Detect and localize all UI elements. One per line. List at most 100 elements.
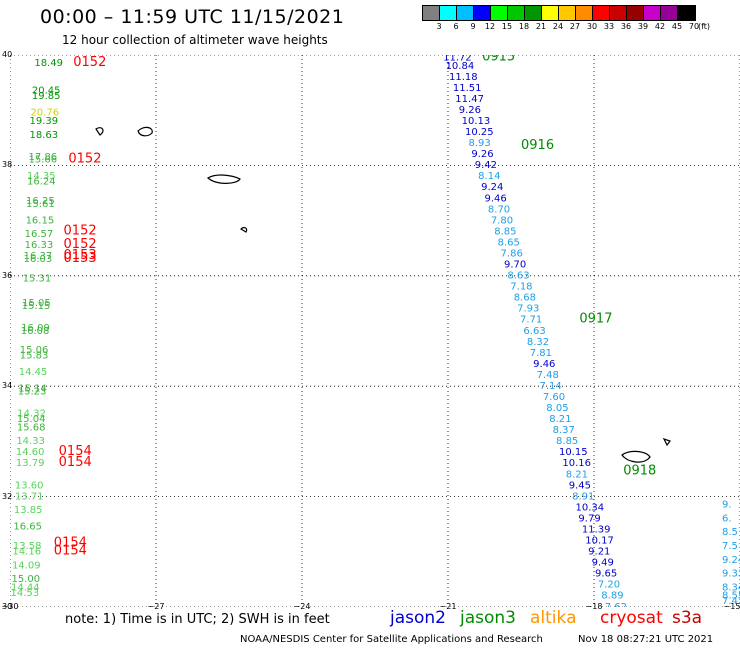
- y-tick-label: 38: [2, 160, 13, 170]
- swh-point-label: 11.39: [582, 524, 611, 535]
- y-tick-label: 32: [2, 491, 13, 501]
- swh-point-label: 18.49: [34, 58, 63, 69]
- swh-point-label: 11.51: [453, 83, 482, 94]
- swh-point-label: 18.63: [29, 130, 58, 141]
- swh-point-label: 9.: [722, 500, 732, 511]
- swh-point-label: 7.18: [510, 282, 532, 293]
- swh-point-label: 8.63: [507, 271, 529, 282]
- swh-point-label: 17.86: [28, 152, 57, 163]
- legend-tick-label: 24: [552, 22, 564, 31]
- swh-point-label: 16.15: [26, 215, 55, 226]
- swh-point-label: 8.85: [494, 226, 516, 237]
- pass-time-label: 0154: [54, 544, 87, 559]
- swh-point-label: 14.33: [16, 436, 45, 447]
- y-tick-label: 30: [2, 602, 13, 611]
- swh-point-label: 7.86: [501, 248, 523, 259]
- pass-time-label: 0152: [64, 237, 97, 252]
- pass-time-label: 0154: [59, 444, 92, 459]
- swh-point-label: 8.34: [722, 582, 740, 593]
- y-tick-label: 34: [2, 381, 13, 391]
- satellite-legend-jason2: jason2: [390, 608, 446, 628]
- swh-point-label: 10.25: [465, 127, 494, 138]
- swh-point-label: 10.34: [576, 502, 605, 513]
- swh-point-label: 7.42: [722, 596, 740, 607]
- swh-point-label: 15.04: [17, 414, 46, 425]
- legend-tick-label: 33: [603, 22, 615, 31]
- swh-point-label: 15.14: [18, 384, 47, 395]
- legend-swatch: [457, 6, 474, 20]
- legend-swatch: [678, 6, 695, 20]
- swh-point-label: 8.93: [468, 138, 490, 149]
- x-tick-label: −18: [585, 602, 603, 611]
- island-outline: [621, 450, 651, 463]
- swh-point-label: 7.93: [517, 304, 539, 315]
- swh-point-label: 16.65: [13, 522, 42, 533]
- swh-point-label: 9.70: [504, 260, 526, 271]
- swh-point-label: 15.68: [17, 422, 46, 433]
- pass-time-label: 0152: [64, 223, 97, 238]
- swh-point-label: 8.21: [549, 414, 571, 425]
- map-plot[interactable]: 18.49 20.45 19.85 20.76 19.39 18.63 17.86 15.66…: [10, 55, 740, 607]
- swh-point-label: 15.06: [20, 345, 49, 356]
- swh-point-label: 8.37: [553, 425, 575, 436]
- island-outline: [95, 127, 104, 136]
- legend-tick-label: 42: [654, 22, 666, 31]
- footnote: note: 1) Time is in UTC; 2) SWH is in fe…: [65, 612, 330, 627]
- swh-point-label: 9.42: [475, 160, 497, 171]
- swh-point-label: 10.84: [446, 61, 475, 72]
- swh-point-label: 10.16: [562, 458, 591, 469]
- swh-point-label: 14.09: [12, 560, 41, 571]
- swh-point-label: 14.16: [12, 547, 41, 558]
- page-title: 00:00 – 11:59 UTC 11/15/2021: [40, 6, 345, 28]
- swh-point-label: 8.5: [722, 527, 738, 538]
- swh-point-label: 16.33: [25, 240, 54, 251]
- x-tick-label: −24: [293, 602, 311, 611]
- satellite-legend-jason3: jason3: [460, 608, 516, 628]
- legend-tick-label: 27: [569, 22, 581, 31]
- pass-time-label: 0153: [64, 248, 97, 263]
- legend-swatch: [559, 6, 576, 20]
- swh-point-label: 9.79: [578, 513, 600, 524]
- legend-swatch: [423, 6, 440, 20]
- swh-point-label: 13.85: [14, 505, 43, 516]
- legend-tick-label: 45: [671, 22, 683, 31]
- color-legend: [422, 5, 696, 21]
- swh-point-label: 16.03: [24, 254, 53, 265]
- pass-time-label: 0918: [623, 464, 656, 479]
- swh-point-label: 20.76: [30, 108, 59, 119]
- legend-swatch: [474, 6, 491, 20]
- swh-point-label: 14.53: [10, 588, 39, 599]
- pass-time-label: 0915: [482, 55, 515, 65]
- swh-point-label: 9.24: [722, 555, 740, 566]
- satellite-legend-s3a: s3a: [672, 608, 703, 628]
- swh-point-label: 10.17: [585, 536, 614, 547]
- island-outline: [662, 437, 671, 447]
- swh-point-label: 16.25: [26, 196, 55, 207]
- legend-tick-label: 21: [535, 22, 547, 31]
- swh-point-label: 8.21: [566, 469, 588, 480]
- legend-swatch: [508, 6, 525, 20]
- swh-point-label: 9.49: [592, 558, 614, 569]
- swh-point-label: 15.23: [18, 386, 47, 397]
- x-tick-label: −15: [723, 602, 740, 611]
- swh-point-label: 19.39: [29, 116, 58, 127]
- pass-time-label: 0153: [64, 251, 97, 266]
- swh-point-label: 8.91: [572, 491, 594, 502]
- swh-point-label: 8.05: [546, 403, 568, 414]
- swh-point-label: 16.24: [27, 177, 56, 188]
- legend-swatch: [661, 6, 678, 20]
- legend-tick-label: (ft): [697, 22, 711, 31]
- island-outline: [137, 126, 153, 137]
- legend-tick-label: 6: [453, 22, 459, 31]
- page-subtitle: 12 hour collection of altimeter wave hei…: [62, 33, 328, 47]
- legend-swatch: [610, 6, 627, 20]
- island-outline: [240, 226, 248, 233]
- swh-point-label: 13.60: [15, 480, 44, 491]
- swh-point-label: 15.05: [22, 298, 51, 309]
- pass-time-label: 0917: [579, 312, 612, 327]
- generated-timestamp: Nov 18 08:27:21 UTC 2021: [578, 634, 714, 645]
- legend-tick-label: 15: [501, 22, 513, 31]
- x-tick-label: −27: [147, 602, 165, 611]
- x-tick-label: −21: [439, 602, 457, 611]
- swh-point-label: 9.33: [722, 569, 740, 580]
